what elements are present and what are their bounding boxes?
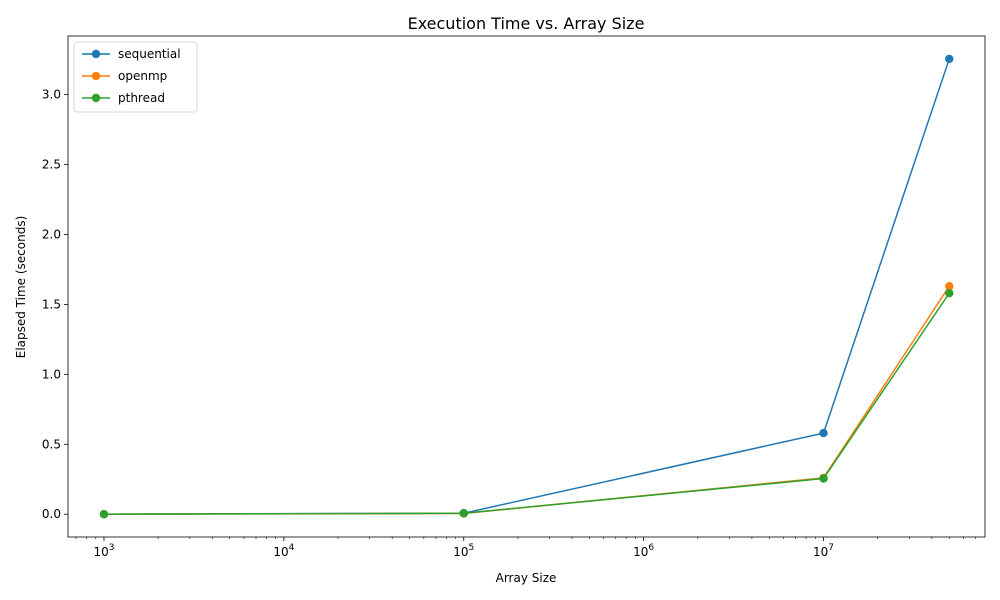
legend-swatch-marker bbox=[91, 93, 101, 103]
x-tick-label: 107 bbox=[813, 543, 834, 559]
data-point-sequential bbox=[945, 54, 954, 64]
series-line-sequential bbox=[103, 58, 950, 515]
legend-box bbox=[73, 41, 198, 113]
x-axis: 103 104 105 106 107 bbox=[75, 537, 976, 559]
data-point-pthread bbox=[819, 474, 828, 483]
series-line-pthread bbox=[103, 292, 950, 515]
series-openmp bbox=[99, 282, 954, 519]
x-tick-label: 106 bbox=[633, 543, 654, 559]
data-point-pthread bbox=[459, 509, 468, 518]
legend-item: openmp bbox=[82, 69, 167, 83]
series-sequential bbox=[99, 54, 954, 519]
y-tick-label: 0.0 bbox=[42, 507, 61, 521]
plot-frame bbox=[67, 35, 986, 538]
plot-area bbox=[67, 35, 986, 538]
y-tick-label: 3.0 bbox=[42, 88, 61, 102]
data-point-pthread bbox=[99, 510, 109, 519]
legend-label: pthread bbox=[118, 91, 165, 105]
y-tick-label: 1.0 bbox=[42, 367, 61, 381]
legend-item: sequential bbox=[82, 47, 181, 61]
data-point-sequential bbox=[819, 428, 828, 438]
data-point-pthread bbox=[945, 289, 954, 298]
x-tick-label: 105 bbox=[453, 543, 474, 559]
legend-swatch-marker bbox=[91, 71, 101, 81]
y-axis: 0.0 0.5 1.0 1.5 2.0 2.5 3.0 bbox=[42, 88, 68, 521]
data-point-openmp bbox=[945, 282, 954, 291]
legend-label: openmp bbox=[118, 69, 167, 83]
y-tick-label: 2.5 bbox=[42, 158, 61, 172]
chart-title: Execution Time vs. Array Size bbox=[408, 14, 645, 33]
legend-swatch-marker bbox=[91, 49, 101, 59]
y-axis-label: Elapsed Time (seconds) bbox=[14, 216, 28, 359]
legend-item: pthread bbox=[82, 91, 165, 105]
legend-label: sequential bbox=[118, 47, 181, 61]
legend: sequential openmp pthread bbox=[73, 41, 198, 113]
series-pthread bbox=[99, 289, 954, 519]
y-tick-label: 0.5 bbox=[42, 437, 61, 451]
y-tick-label: 2.0 bbox=[42, 227, 61, 241]
x-axis-label: Array Size bbox=[496, 571, 557, 585]
y-tick-label: 1.5 bbox=[42, 297, 61, 311]
x-tick-label: 104 bbox=[273, 543, 294, 559]
x-tick-label: 103 bbox=[93, 543, 114, 559]
series-layer bbox=[99, 54, 954, 519]
